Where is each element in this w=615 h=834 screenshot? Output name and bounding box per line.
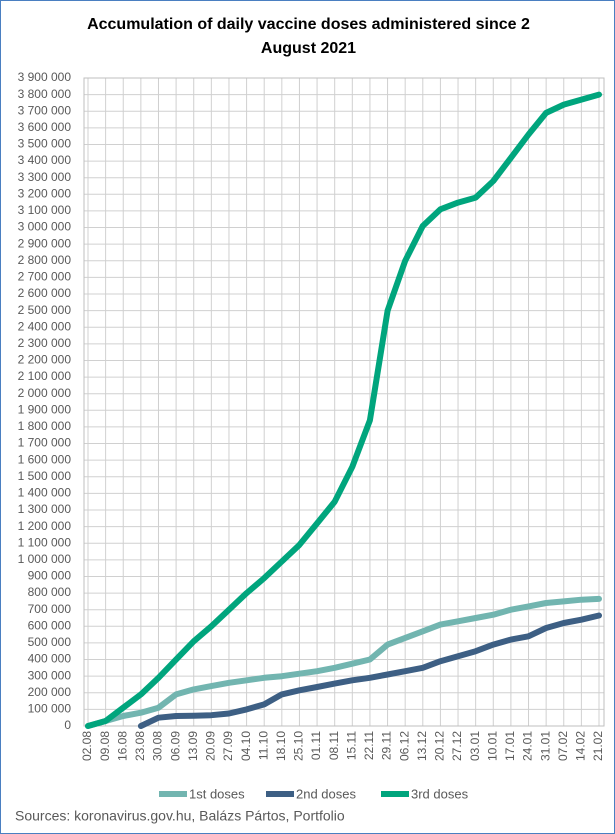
y-tick-label: 2 100 000 [18,369,72,383]
legend-label: 1st doses [189,786,245,801]
y-tick-label: 2 700 000 [18,270,72,284]
series-line [137,612,602,729]
y-tick-label: 1 200 000 [18,519,72,533]
x-tick-label: 21.02 [591,731,605,761]
y-tick-label: 3 700 000 [18,103,72,117]
y-tick-label: 3 900 000 [18,70,72,84]
x-tick-label: 17.01 [503,731,517,761]
x-tick-label: 14.02 [574,731,588,761]
x-tick-label: 04.10 [239,731,253,761]
y-tick-label: 1 000 000 [18,552,72,566]
x-tick-label: 07.02 [556,731,570,761]
x-tick-label: 20.09 [204,731,218,761]
y-tick-label: 0 [64,718,71,732]
y-tick-label: 3 600 000 [18,120,72,134]
y-tick-label: 2 900 000 [18,236,72,250]
x-tick-label: 08.11 [327,731,341,760]
y-tick-label: 2 200 000 [18,353,72,367]
x-tick-label: 09.08 [98,731,112,761]
source: Sources: koronavirus.gov.hu, Balázs Párt… [15,808,345,824]
x-tick-label: 15.11 [344,731,358,760]
y-tick-label: 1 500 000 [18,469,72,483]
y-tick-label: 3 000 000 [18,220,72,234]
y-tick-label: 2 500 000 [18,303,72,317]
x-tick-label: 11.10 [256,731,270,760]
y-tick-label: 1 100 000 [18,535,72,549]
y-tick-label: 1 800 000 [18,419,72,433]
y-tick-label: 600 000 [28,618,72,632]
plot-border [83,77,605,727]
y-tick-label: 1 900 000 [18,402,72,416]
x-tick-label: 27.12 [450,731,464,761]
x-tick-label: 16.08 [115,731,129,761]
y-tick-label: 3 200 000 [18,186,72,200]
y-tick-label: 1 400 000 [18,486,72,500]
y-tick-label: 2 300 000 [18,336,72,350]
y-tick-label: 200 000 [28,685,72,699]
x-tick-label: 23.08 [133,731,147,761]
legend-label: 3rd doses [411,786,469,801]
y-tick-label: 1 300 000 [18,502,72,516]
x-tick-label: 13.12 [415,731,429,761]
y-tick-label: 2 000 000 [18,386,72,400]
y-tick-label: 100 000 [28,702,72,716]
y-tick-label: 800 000 [28,585,72,599]
y-tick-label: 500 000 [28,635,72,649]
x-tick-label: 10.01 [485,731,499,761]
x-tick-label: 06.12 [397,731,411,761]
y-tick-label: 700 000 [28,602,72,616]
x-tick-label: 24.01 [521,731,535,761]
x-tick-label: 02.08 [80,731,94,761]
y-tick-label: 300 000 [28,668,72,682]
x-tick-label: 18.10 [274,731,288,761]
y-tick-label: 400 000 [28,652,72,666]
y-tick-label: 3 400 000 [18,153,72,167]
x-tick-label: 31.01 [538,731,552,761]
x-tick-label: 20.12 [433,731,447,761]
y-tick-label: 1 700 000 [18,436,72,450]
chart-title: Accumulation of daily vaccine doses admi… [87,16,530,57]
x-tick-label: 25.10 [292,731,306,761]
x-tick-label: 29.11 [380,731,394,760]
series-line [85,91,602,729]
series-line [85,595,602,729]
y-tick-label: 1 600 000 [18,452,72,466]
y-tick-label: 3 100 000 [18,203,72,217]
y-tick-label: 3 800 000 [18,87,72,101]
y-tick-label: 2 600 000 [18,286,72,300]
x-tick-label: 22.11 [362,731,376,760]
x-tick-label: 30.08 [151,731,165,761]
x-tick-label: 27.09 [221,731,235,761]
x-tick-label: 06.09 [168,731,182,761]
y-tick-label: 2 800 000 [18,253,72,267]
y-tick-label: 2 400 000 [18,319,72,333]
y-tick-label: 3 300 000 [18,170,72,184]
x-tick-label: 03.01 [468,731,482,761]
x-tick-label: 01.11 [309,731,323,760]
x-tick-label: 13.09 [186,731,200,761]
legend-label: 2nd doses [296,786,356,801]
y-tick-label: 3 500 000 [18,137,72,151]
y-tick-label: 900 000 [28,569,72,583]
